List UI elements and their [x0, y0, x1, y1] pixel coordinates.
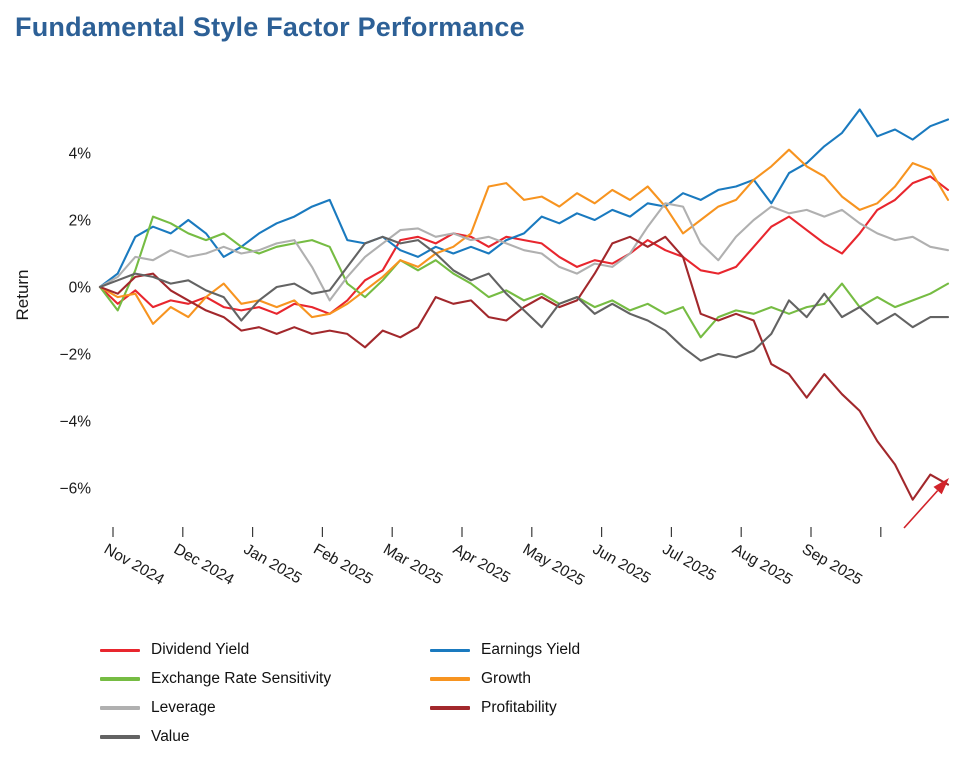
y-tick-label: −2%: [60, 347, 92, 364]
y-tick-label: 0%: [69, 280, 92, 297]
legend-label: Value: [151, 727, 190, 745]
y-axis-title: Return: [13, 269, 32, 320]
legend-item: Profitability: [430, 699, 580, 717]
series-line-exchange-rate-sensitivity: [98, 215, 950, 339]
x-tick-label: Jul 2025: [659, 541, 718, 585]
legend-swatch: [430, 706, 470, 710]
legend-item: Leverage: [100, 699, 430, 717]
x-tick-label: Nov 2024: [101, 541, 167, 589]
legend-swatch: [430, 648, 470, 653]
factor-performance-chart: Return 4%2%0%−2%−4%−6% Nov 2024 Dec 2024 J…: [13, 108, 950, 590]
x-tick-label: Jun 2025: [590, 541, 654, 588]
chart-legend: Dividend Yield Earnings Yield Exchange Rat…: [100, 636, 580, 751]
legend-swatch: [100, 648, 140, 653]
y-tick-label: 2%: [69, 213, 92, 230]
annotation-arrow-head: [933, 478, 949, 495]
series-line-profitability: [98, 235, 950, 501]
x-tick-label: Mar 2025: [380, 541, 445, 588]
x-tick-label: Apr 2025: [450, 541, 513, 587]
series-line-value: [98, 235, 950, 362]
legend-swatch: [100, 735, 140, 739]
legend-swatch: [100, 706, 140, 710]
legend-label: Exchange Rate Sensitivity: [151, 670, 332, 688]
legend-swatch: [430, 677, 470, 681]
legend-item: Exchange Rate Sensitivity: [100, 670, 430, 688]
series-line-dividend-yield: [98, 175, 950, 315]
y-tick-label: 4%: [69, 146, 92, 163]
x-tick-label: Jan 2025: [241, 541, 305, 588]
y-tick-label: −6%: [60, 481, 92, 498]
series-line-growth: [98, 148, 950, 325]
x-tick-label: May 2025: [520, 541, 587, 590]
series-line-leverage: [98, 202, 950, 302]
chart-title: Fundamental Style Factor Performance: [15, 12, 525, 42]
series-lines: [98, 108, 950, 501]
series-line-earnings-yield: [98, 108, 950, 289]
legend-item: Value: [100, 728, 430, 746]
y-tick-label: −4%: [60, 414, 92, 431]
legend-label: Earnings Yield: [481, 641, 581, 659]
legend-label: Profitability: [481, 698, 557, 716]
legend-swatch: [100, 677, 140, 681]
legend-item: Growth: [430, 670, 580, 688]
arrow-annotation: [903, 478, 949, 529]
legend-label: Leverage: [151, 698, 216, 716]
legend-label: Dividend Yield: [151, 641, 250, 659]
x-tick-label: Sep 2025: [799, 541, 865, 589]
x-tick-label: Dec 2024: [171, 541, 237, 589]
x-tick-label: Aug 2025: [729, 541, 795, 589]
annotation-arrow-line: [903, 490, 939, 529]
x-axis-ticks: Nov 2024 Dec 2024 Jan 2025 Feb 2025 Mar 2025…: [101, 527, 882, 590]
legend-item: Earnings Yield: [430, 641, 580, 659]
legend-label: Growth: [481, 670, 531, 688]
legend-item: Dividend Yield: [100, 641, 430, 659]
y-axis-ticks: 4% 2% 0% −2% −4% −6%: [60, 146, 92, 498]
x-tick-label: Feb 2025: [310, 541, 375, 588]
